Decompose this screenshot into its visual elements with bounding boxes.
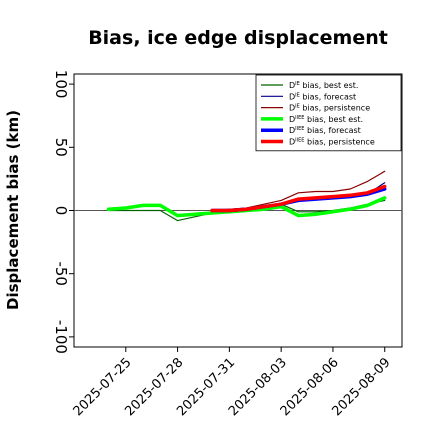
y-axis-ticks: 100 50 0 -50 -100 [52, 70, 74, 354]
y-tick-label: 50 [52, 138, 70, 157]
x-axis-ticks: 2025-07-252025-07-282025-07-312025-08-03… [71, 347, 394, 419]
legend-entry-label: DIIEE bias, forecast [289, 126, 361, 135]
series-line-4 [106, 196, 387, 218]
legend-entry-label: DIE bias, best est. [289, 81, 358, 90]
y-tick-label: 0 [52, 206, 70, 216]
legend-entry-label: DIE bias, persistence [289, 104, 370, 113]
y-tick-label: -100 [52, 320, 70, 354]
legend-entry-label: DIE bias, forecast [289, 92, 356, 101]
series-line-6 [210, 184, 387, 213]
series-line-3 [211, 170, 386, 212]
legend-entry-label: DIIEE bias, best est. [289, 115, 363, 124]
series-layer [106, 170, 387, 222]
chart-title: Bias, ice edge displacement [88, 27, 388, 49]
y-axis-label: Displacement bias (km) [4, 110, 22, 310]
y-tick-label: -50 [52, 261, 70, 286]
legend: DIE bias, best est. DIE bias, forecast DIE… [255, 74, 402, 152]
legend-box [255, 74, 402, 152]
y-tick-label: 100 [52, 70, 70, 99]
legend-entry-label: DIIEE bias, persistence [289, 138, 375, 147]
